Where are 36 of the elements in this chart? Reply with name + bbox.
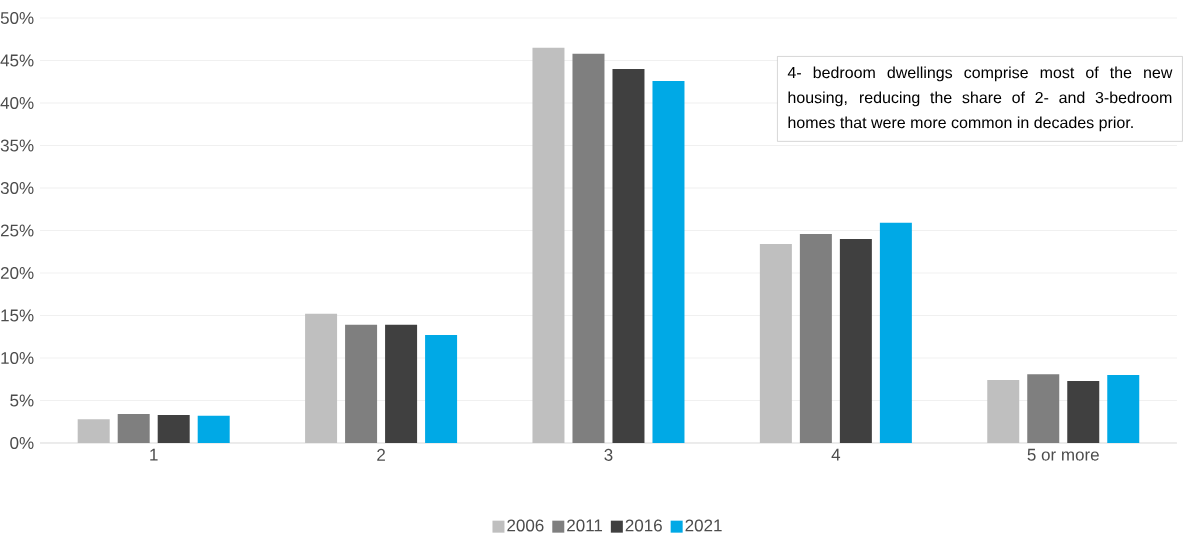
bar [1067, 380, 1100, 443]
bar [839, 239, 872, 443]
bar [385, 324, 418, 443]
bar [652, 80, 685, 443]
legend-label: 2016 [625, 519, 662, 532]
y-tick-label: 25% [0, 224, 34, 237]
bar [1107, 375, 1140, 443]
x-tick-label: 2 [377, 448, 385, 461]
y-tick-label: 5% [10, 394, 34, 407]
bar [799, 233, 832, 443]
y-tick-label: 35% [0, 139, 34, 152]
legend-label: 2006 [507, 519, 544, 532]
y-tick-label: 0% [10, 436, 34, 450]
y-tick-label: 20% [0, 266, 34, 280]
y-tick-label: 15% [1, 309, 34, 322]
x-tick-label: 3 [604, 448, 613, 461]
bar [879, 222, 912, 443]
y-tick-label: 30% [0, 181, 34, 195]
bar [425, 335, 458, 443]
y-tick-label: 10% [1, 351, 34, 365]
bar [612, 69, 645, 443]
bar [197, 415, 230, 443]
bar [345, 324, 378, 443]
y-tick-label: 45% [0, 54, 34, 67]
y-tick-label: 40% [0, 96, 34, 110]
x-tick-label: 1 [150, 448, 158, 461]
x-tick-label: 4 [831, 448, 841, 461]
bar [572, 53, 605, 443]
bar [117, 414, 150, 443]
annotation: 4- bedroom dwellings comprise most of the new housing, reducing the share of 2- and 3-bedroom homes that were more common in decades prior. [787, 66, 1173, 132]
legend-label: 2021 [685, 519, 722, 532]
legend-label: 2011 [567, 519, 603, 532]
bar [157, 414, 190, 443]
x-tick-label: 5 or more [1027, 448, 1099, 461]
y-tick-label: 50% [0, 11, 34, 25]
bar [1027, 374, 1060, 443]
